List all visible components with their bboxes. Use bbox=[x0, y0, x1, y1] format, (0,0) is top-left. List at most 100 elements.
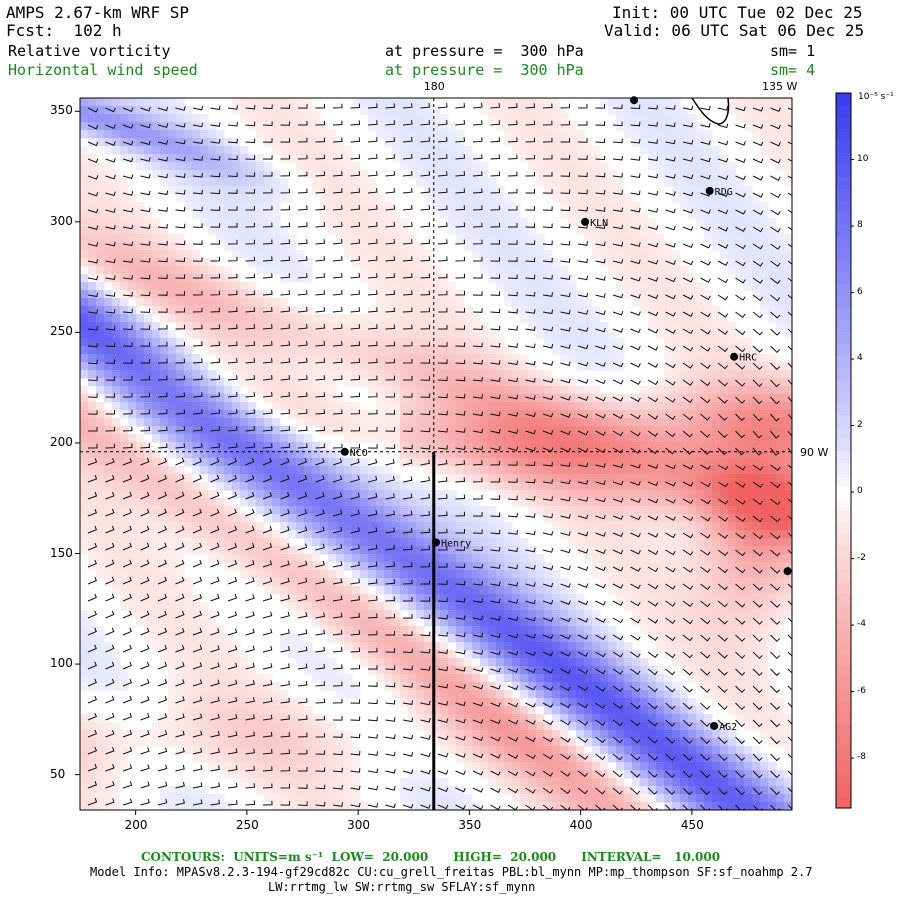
wind-barb bbox=[577, 206, 588, 212]
wind-barb bbox=[245, 138, 256, 144]
wind-barb bbox=[595, 207, 606, 212]
wind-barb bbox=[717, 549, 728, 557]
wind-barb bbox=[595, 634, 606, 641]
wind-barb bbox=[367, 785, 379, 791]
wind-barb bbox=[122, 291, 133, 297]
wind-barb bbox=[87, 275, 99, 281]
wind-barb bbox=[647, 583, 659, 590]
wind-barb bbox=[490, 564, 501, 569]
wind-barb bbox=[472, 460, 483, 466]
wind-barb bbox=[157, 358, 168, 364]
wind-barb bbox=[210, 508, 220, 517]
wind-barb bbox=[437, 718, 449, 724]
wind-barb bbox=[612, 600, 624, 606]
wind-barb bbox=[437, 632, 448, 637]
wind-barb bbox=[420, 444, 431, 450]
wind-barb bbox=[367, 188, 378, 194]
wind-barb bbox=[87, 175, 99, 180]
wind-barb bbox=[140, 798, 150, 806]
wind-barb bbox=[157, 274, 168, 280]
wind-barb bbox=[245, 577, 255, 585]
wind-barb bbox=[490, 342, 501, 348]
wind-barb bbox=[175, 426, 186, 432]
wind-barb bbox=[420, 188, 431, 194]
wind-barb bbox=[560, 155, 571, 160]
wind-barb bbox=[525, 651, 536, 656]
wind-barb bbox=[508, 223, 518, 228]
wind-barb bbox=[262, 138, 273, 143]
wind-barb bbox=[297, 426, 308, 432]
wind-barb bbox=[595, 104, 606, 109]
wind-barb bbox=[420, 631, 431, 637]
wind-barb bbox=[280, 273, 291, 279]
wind-barb bbox=[437, 804, 449, 810]
wind-barb bbox=[122, 678, 133, 687]
wind-barb bbox=[140, 291, 151, 297]
wind-barb bbox=[507, 394, 519, 400]
colorbar-tick-label: 8 bbox=[857, 220, 863, 231]
wind-barb bbox=[717, 566, 728, 574]
wind-barb bbox=[192, 645, 203, 653]
wind-barb bbox=[87, 326, 98, 331]
wind-barb bbox=[595, 276, 606, 281]
wind-barb bbox=[437, 359, 448, 364]
wind-barb bbox=[280, 543, 290, 551]
wind-barb bbox=[647, 719, 658, 727]
wind-barb bbox=[700, 617, 711, 625]
wind-barb bbox=[192, 457, 202, 466]
wind-barb bbox=[350, 802, 361, 808]
wind-barb bbox=[157, 308, 168, 313]
wind-barb bbox=[385, 324, 396, 330]
wind-barb bbox=[612, 430, 624, 437]
wind-barb bbox=[297, 409, 308, 415]
wind-barb bbox=[770, 107, 781, 112]
x-tick-label: 300 bbox=[347, 818, 371, 832]
wind-barb bbox=[560, 413, 571, 418]
wind-barb bbox=[735, 719, 745, 728]
wind-barb bbox=[577, 310, 589, 315]
wind-barb bbox=[787, 702, 792, 708]
wind-barb bbox=[752, 787, 763, 796]
wind-barb bbox=[577, 549, 589, 554]
wind-barb bbox=[315, 426, 326, 432]
wind-barb bbox=[227, 341, 238, 347]
wind-barb bbox=[332, 681, 343, 687]
wind-barb bbox=[175, 240, 186, 246]
wind-barb bbox=[507, 736, 519, 742]
wind-barb bbox=[87, 576, 97, 585]
wind-barb bbox=[700, 260, 711, 266]
wind-barb bbox=[577, 634, 589, 640]
wind-barb bbox=[122, 593, 132, 602]
wind-barb bbox=[175, 781, 185, 789]
wind-barb bbox=[280, 732, 291, 738]
wind-barb bbox=[525, 326, 536, 331]
wind-barb bbox=[175, 713, 185, 721]
wind-barb bbox=[577, 566, 589, 571]
wind-barb bbox=[280, 256, 291, 262]
wind-barb bbox=[210, 358, 221, 364]
wind-barb bbox=[105, 763, 115, 772]
wind-barb bbox=[507, 446, 519, 452]
wind-barb bbox=[525, 565, 536, 570]
wind-barb bbox=[140, 241, 151, 246]
wind-barb bbox=[647, 617, 659, 624]
wind-barb bbox=[402, 786, 414, 792]
wind-barb bbox=[122, 241, 134, 247]
wind-barb bbox=[472, 701, 484, 707]
wind-barb bbox=[595, 668, 606, 675]
colorbar bbox=[835, 92, 854, 809]
wind-barb bbox=[455, 359, 466, 365]
wind-barb bbox=[770, 600, 781, 608]
wind-barb bbox=[612, 259, 624, 264]
wind-barb bbox=[420, 103, 431, 109]
wind-barb bbox=[245, 409, 256, 415]
wind-barb bbox=[402, 803, 414, 809]
wind-barb bbox=[87, 410, 98, 415]
wind-barb bbox=[612, 719, 623, 727]
wind-barb bbox=[647, 770, 658, 778]
wind-barb bbox=[315, 612, 325, 619]
wind-barb bbox=[280, 457, 290, 466]
wind-barb bbox=[262, 525, 273, 534]
init-time: Init: 00 UTC Tue 02 Dec 25 bbox=[612, 3, 863, 22]
wind-barb bbox=[332, 629, 343, 636]
